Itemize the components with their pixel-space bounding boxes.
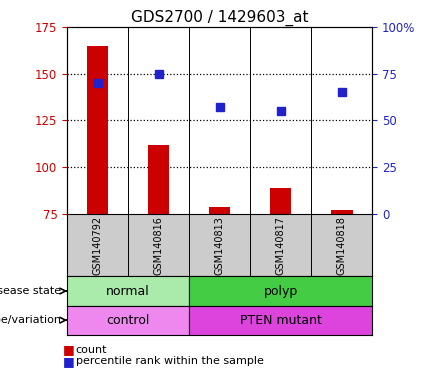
Text: GSM140817: GSM140817 xyxy=(276,216,286,275)
Text: polyp: polyp xyxy=(264,285,298,298)
Bar xyxy=(189,306,372,335)
Bar xyxy=(67,306,189,335)
Text: ■: ■ xyxy=(63,355,74,368)
Text: GSM140813: GSM140813 xyxy=(215,216,225,275)
Text: genotype/variation: genotype/variation xyxy=(0,315,61,325)
Text: GSM140792: GSM140792 xyxy=(93,216,103,275)
Bar xyxy=(209,207,230,214)
Title: GDS2700 / 1429603_at: GDS2700 / 1429603_at xyxy=(131,9,308,25)
Bar xyxy=(148,145,169,214)
Text: count: count xyxy=(76,345,107,355)
Bar xyxy=(87,46,108,214)
Text: GSM140818: GSM140818 xyxy=(337,216,347,275)
Text: GSM140816: GSM140816 xyxy=(154,216,164,275)
Text: percentile rank within the sample: percentile rank within the sample xyxy=(76,356,264,366)
Text: normal: normal xyxy=(106,285,150,298)
Text: disease state: disease state xyxy=(0,286,61,296)
Bar xyxy=(331,210,352,214)
Text: PTEN mutant: PTEN mutant xyxy=(240,314,322,327)
Text: control: control xyxy=(107,314,150,327)
Bar xyxy=(189,276,372,306)
Text: ■: ■ xyxy=(63,343,74,356)
Bar xyxy=(270,188,291,214)
Bar xyxy=(67,276,189,306)
